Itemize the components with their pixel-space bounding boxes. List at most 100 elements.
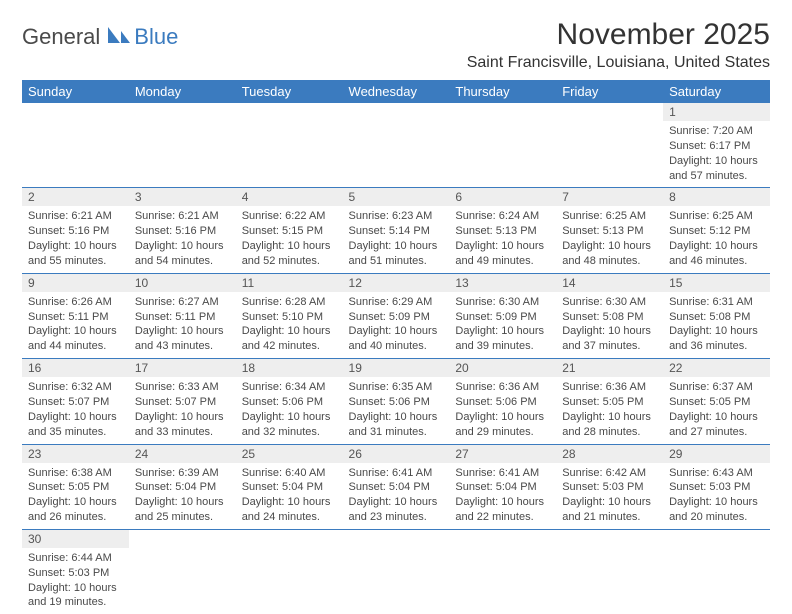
weekday-header: Monday (129, 80, 236, 103)
daylight-line: Daylight: 10 hours and 54 minutes. (135, 239, 230, 269)
day-number: 2 (22, 188, 129, 206)
daylight-line: Daylight: 10 hours and 49 minutes. (455, 239, 550, 269)
day-details: Sunrise: 6:33 AMSunset: 5:07 PMDaylight:… (129, 377, 236, 443)
day-number: 27 (449, 445, 556, 463)
sunset-line: Sunset: 5:12 PM (669, 224, 764, 239)
calendar-cell: 8Sunrise: 6:25 AMSunset: 5:12 PMDaylight… (663, 188, 770, 273)
day-number: 6 (449, 188, 556, 206)
calendar-cell: 5Sunrise: 6:23 AMSunset: 5:14 PMDaylight… (343, 188, 450, 273)
weekday-header-row: SundayMondayTuesdayWednesdayThursdayFrid… (22, 80, 770, 103)
calendar-cell: 2Sunrise: 6:21 AMSunset: 5:16 PMDaylight… (22, 188, 129, 273)
calendar-cell: 27Sunrise: 6:41 AMSunset: 5:04 PMDayligh… (449, 444, 556, 529)
daylight-line: Daylight: 10 hours and 43 minutes. (135, 324, 230, 354)
calendar-cell: 6Sunrise: 6:24 AMSunset: 5:13 PMDaylight… (449, 188, 556, 273)
day-number: 23 (22, 445, 129, 463)
sunrise-line: Sunrise: 6:36 AM (455, 380, 550, 395)
day-number: 29 (663, 445, 770, 463)
day-details: Sunrise: 6:42 AMSunset: 5:03 PMDaylight:… (556, 463, 663, 529)
day-details: Sunrise: 6:41 AMSunset: 5:04 PMDaylight:… (343, 463, 450, 529)
daylight-line: Daylight: 10 hours and 29 minutes. (455, 410, 550, 440)
day-details: Sunrise: 6:25 AMSunset: 5:12 PMDaylight:… (663, 206, 770, 272)
sunrise-line: Sunrise: 6:30 AM (562, 295, 657, 310)
day-details: Sunrise: 6:39 AMSunset: 5:04 PMDaylight:… (129, 463, 236, 529)
calendar-row: 23Sunrise: 6:38 AMSunset: 5:05 PMDayligh… (22, 444, 770, 529)
sunset-line: Sunset: 5:13 PM (562, 224, 657, 239)
calendar-cell: 15Sunrise: 6:31 AMSunset: 5:08 PMDayligh… (663, 273, 770, 358)
sunset-line: Sunset: 6:17 PM (669, 139, 764, 154)
daylight-line: Daylight: 10 hours and 39 minutes. (455, 324, 550, 354)
calendar-cell: 18Sunrise: 6:34 AMSunset: 5:06 PMDayligh… (236, 359, 343, 444)
sunrise-line: Sunrise: 6:40 AM (242, 466, 337, 481)
day-details: Sunrise: 6:24 AMSunset: 5:13 PMDaylight:… (449, 206, 556, 272)
calendar-table: SundayMondayTuesdayWednesdayThursdayFrid… (22, 80, 770, 614)
day-number: 3 (129, 188, 236, 206)
daylight-line: Daylight: 10 hours and 21 minutes. (562, 495, 657, 525)
header: General Blue November 2025 Saint Francis… (22, 18, 770, 72)
calendar-cell: 9Sunrise: 6:26 AMSunset: 5:11 PMDaylight… (22, 273, 129, 358)
logo-text-blue: Blue (134, 24, 178, 50)
day-number: 26 (343, 445, 450, 463)
calendar-row: 30Sunrise: 6:44 AMSunset: 5:03 PMDayligh… (22, 529, 770, 614)
sunset-line: Sunset: 5:08 PM (562, 310, 657, 325)
day-details: Sunrise: 6:36 AMSunset: 5:06 PMDaylight:… (449, 377, 556, 443)
day-details: Sunrise: 7:20 AMSunset: 6:17 PMDaylight:… (663, 121, 770, 187)
day-details: Sunrise: 6:37 AMSunset: 5:05 PMDaylight:… (663, 377, 770, 443)
calendar-cell-empty (129, 529, 236, 614)
day-details: Sunrise: 6:28 AMSunset: 5:10 PMDaylight:… (236, 292, 343, 358)
day-details: Sunrise: 6:30 AMSunset: 5:09 PMDaylight:… (449, 292, 556, 358)
sunrise-line: Sunrise: 6:24 AM (455, 209, 550, 224)
weekday-header: Friday (556, 80, 663, 103)
sunset-line: Sunset: 5:11 PM (28, 310, 123, 325)
day-number: 19 (343, 359, 450, 377)
calendar-cell: 4Sunrise: 6:22 AMSunset: 5:15 PMDaylight… (236, 188, 343, 273)
sunrise-line: Sunrise: 6:41 AM (349, 466, 444, 481)
sunset-line: Sunset: 5:05 PM (28, 480, 123, 495)
calendar-cell-empty (22, 103, 129, 188)
calendar-cell: 13Sunrise: 6:30 AMSunset: 5:09 PMDayligh… (449, 273, 556, 358)
day-number: 16 (22, 359, 129, 377)
calendar-cell: 7 Sunrise: 6:25 AMSunset: 5:13 PMDaylight… (556, 188, 663, 273)
sunset-line: Sunset: 5:11 PM (135, 310, 230, 325)
calendar-cell-empty (236, 529, 343, 614)
day-details: Sunrise: 6:23 AMSunset: 5:14 PMDaylight:… (343, 206, 450, 272)
sunrise-line: Sunrise: 6:25 AM (562, 209, 657, 224)
day-number: 4 (236, 188, 343, 206)
day-number: 21 (556, 359, 663, 377)
weekday-header: Saturday (663, 80, 770, 103)
sunrise-line: Sunrise: 6:39 AM (135, 466, 230, 481)
day-details: Sunrise: 6:36 AMSunset: 5:05 PMDaylight:… (556, 377, 663, 443)
calendar-cell-empty (343, 529, 450, 614)
daylight-line: Daylight: 10 hours and 25 minutes. (135, 495, 230, 525)
month-title: November 2025 (467, 18, 770, 52)
sunset-line: Sunset: 5:10 PM (242, 310, 337, 325)
sunset-line: Sunset: 5:06 PM (242, 395, 337, 410)
day-details: Sunrise: 6:21 AMSunset: 5:16 PMDaylight:… (22, 206, 129, 272)
daylight-line: Daylight: 10 hours and 26 minutes. (28, 495, 123, 525)
day-details: Sunrise: 6:29 AMSunset: 5:09 PMDaylight:… (343, 292, 450, 358)
day-details: Sunrise: 6:32 AMSunset: 5:07 PMDaylight:… (22, 377, 129, 443)
day-number: 7 (556, 188, 663, 206)
calendar-cell: 12Sunrise: 6:29 AMSunset: 5:09 PMDayligh… (343, 273, 450, 358)
daylight-line: Daylight: 10 hours and 46 minutes. (669, 239, 764, 269)
calendar-row: 1Sunrise: 7:20 AMSunset: 6:17 PMDaylight… (22, 103, 770, 188)
sunrise-line: Sunrise: 6:30 AM (455, 295, 550, 310)
calendar-cell: 20Sunrise: 6:36 AMSunset: 5:06 PMDayligh… (449, 359, 556, 444)
sunrise-line: Sunrise: 6:44 AM (28, 551, 123, 566)
sunrise-line: Sunrise: 6:23 AM (349, 209, 444, 224)
sunset-line: Sunset: 5:08 PM (669, 310, 764, 325)
calendar-cell: 30Sunrise: 6:44 AMSunset: 5:03 PMDayligh… (22, 529, 129, 614)
sunset-line: Sunset: 5:06 PM (349, 395, 444, 410)
calendar-cell-empty (556, 529, 663, 614)
daylight-line: Daylight: 10 hours and 40 minutes. (349, 324, 444, 354)
daylight-line: Daylight: 10 hours and 32 minutes. (242, 410, 337, 440)
weekday-header: Sunday (22, 80, 129, 103)
calendar-cell-empty (236, 103, 343, 188)
calendar-cell: 28Sunrise: 6:42 AMSunset: 5:03 PMDayligh… (556, 444, 663, 529)
daylight-line: Daylight: 10 hours and 48 minutes. (562, 239, 657, 269)
daylight-line: Daylight: 10 hours and 44 minutes. (28, 324, 123, 354)
sunrise-line: Sunrise: 6:27 AM (135, 295, 230, 310)
day-details: Sunrise: 6:27 AMSunset: 5:11 PMDaylight:… (129, 292, 236, 358)
sunrise-line: Sunrise: 6:26 AM (28, 295, 123, 310)
sunrise-line: Sunrise: 6:42 AM (562, 466, 657, 481)
day-number: 10 (129, 274, 236, 292)
